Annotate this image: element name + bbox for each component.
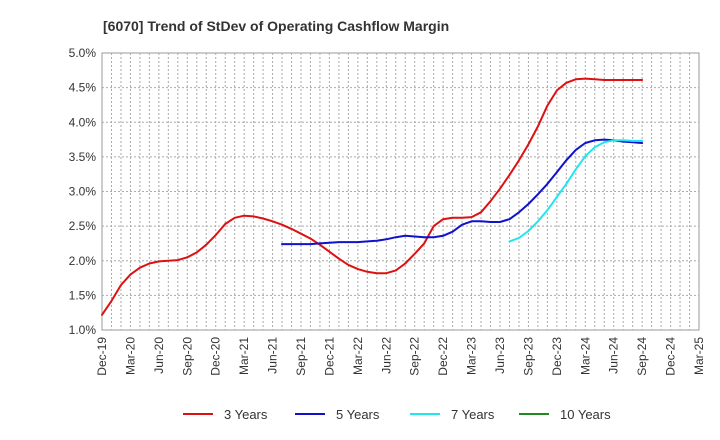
x-tick-label: Mar-21 <box>237 337 251 375</box>
y-tick-label: 2.5% <box>69 219 97 233</box>
legend: 3 Years 5 Years 7 Years 10 Years <box>183 407 611 422</box>
x-tick-label: Jun-23 <box>493 337 507 374</box>
series-line-3-years <box>101 77 644 316</box>
series-lines <box>101 77 644 316</box>
y-tick-label: 1.0% <box>69 323 97 337</box>
legend-label: 7 Years <box>451 407 495 422</box>
legend-label: 5 Years <box>336 407 380 422</box>
x-tick-label: Jun-21 <box>266 337 280 374</box>
x-tick-label: Sep-22 <box>408 337 422 376</box>
x-tick-label: Dec-19 <box>95 337 109 376</box>
x-tick-label: Sep-20 <box>180 337 194 376</box>
x-axis-tick-labels: Dec-19 Mar-20 Jun-20 Sep-20 Dec-20 Mar-21 Jun-… <box>95 337 706 376</box>
x-tick-label: Dec-22 <box>436 337 450 376</box>
x-tick-label: Sep-21 <box>294 337 308 376</box>
y-tick-label: 4.0% <box>69 115 97 129</box>
chart-title: [6070] Trend of StDev of Operating Cashf… <box>103 18 449 34</box>
x-tick-label: Mar-24 <box>578 337 592 375</box>
legend-label: 10 Years <box>560 407 611 422</box>
x-tick-label: Mar-25 <box>692 337 706 375</box>
x-tick-label: Mar-20 <box>123 337 137 375</box>
x-tick-label: Jun-20 <box>152 337 166 374</box>
y-tick-label: 1.5% <box>69 288 97 302</box>
y-tick-label: 3.5% <box>69 150 97 164</box>
y-tick-label: 5.0% <box>69 46 97 60</box>
series-line-7-years <box>508 139 644 243</box>
y-tick-label: 2.0% <box>69 254 97 268</box>
legend-label: 3 Years <box>224 407 268 422</box>
x-tick-label: Sep-23 <box>521 337 535 376</box>
series-line-5-years <box>281 138 644 246</box>
x-tick-label: Jun-24 <box>607 337 621 374</box>
x-tick-label: Dec-24 <box>664 337 678 376</box>
x-tick-label: Sep-24 <box>635 337 649 376</box>
grid-horizontal <box>102 87 699 296</box>
x-tick-label: Dec-21 <box>322 337 336 376</box>
y-tick-label: 4.5% <box>69 81 97 95</box>
y-tick-label: 3.0% <box>69 185 97 199</box>
y-axis-tick-labels: 1.0% 1.5% 2.0% 2.5% 3.0% 3.5% 4.0% 4.5% 5.0% <box>69 46 97 337</box>
x-tick-label: Dec-23 <box>550 337 564 376</box>
x-tick-label: Mar-23 <box>465 337 479 375</box>
x-tick-label: Jun-22 <box>379 337 393 374</box>
x-tick-label: Mar-22 <box>351 337 365 375</box>
x-tick-label: Dec-20 <box>209 337 223 376</box>
